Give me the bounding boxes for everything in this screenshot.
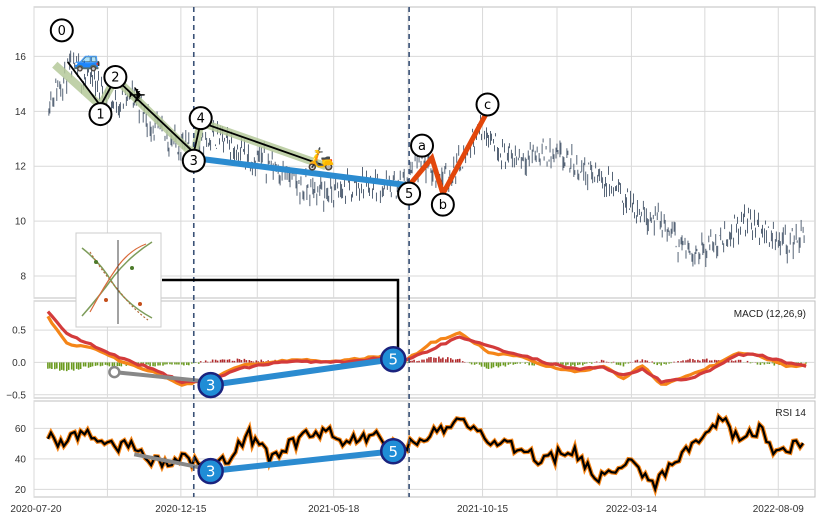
macd-y-tick-label: −0.5 bbox=[6, 390, 26, 401]
wave-pattern-thumbnail bbox=[75, 232, 162, 328]
x-tick-label: 2020-07-20 bbox=[10, 504, 62, 515]
wave-label-circle bbox=[188, 106, 213, 131]
price-y-tick-label: 14 bbox=[15, 107, 27, 118]
rsi-wave-line bbox=[210, 448, 394, 475]
x-tick-label: 2021-05-18 bbox=[308, 504, 360, 515]
wave-label-circle bbox=[88, 102, 113, 127]
sticker-icon: 🚙 bbox=[74, 48, 101, 73]
macd-wave-line bbox=[210, 356, 394, 389]
macd-start-dot bbox=[108, 365, 121, 379]
wave-label-text: 2 bbox=[111, 71, 119, 86]
wave-label-text: b bbox=[439, 198, 447, 213]
wave-label-circle bbox=[430, 192, 455, 217]
indicator-wave-marker-text: 3 bbox=[206, 377, 216, 395]
wave-label-circle bbox=[475, 92, 500, 117]
indicator-wave-marker bbox=[379, 345, 407, 373]
macd-grey-line bbox=[114, 370, 211, 384]
rsi-y-tick-label: 20 bbox=[15, 485, 27, 496]
sticker-icon: ✈ bbox=[128, 84, 146, 109]
impulse-wave-line bbox=[66, 61, 327, 168]
rsi-y-tick-label: 60 bbox=[15, 424, 27, 435]
elliott-wave-lines bbox=[52, 61, 490, 475]
x-tick-label: 2020-12-15 bbox=[155, 504, 207, 515]
price-y-tick-label: 12 bbox=[15, 162, 27, 173]
indicator-wave-marker bbox=[379, 438, 407, 465]
price-y-tick-label: 10 bbox=[15, 217, 27, 228]
price-y-tick-label: 16 bbox=[15, 52, 27, 63]
x-tick-label: 2021-10-15 bbox=[457, 504, 509, 515]
macd-y-tick-label: 0.0 bbox=[12, 358, 26, 369]
wave-label-text: 4 bbox=[197, 112, 205, 127]
price-y-tick-label: 8 bbox=[20, 272, 26, 283]
wave-label-circle bbox=[397, 181, 422, 206]
wave-label-text: 1 bbox=[96, 108, 104, 123]
wave-labels: 0 1 2 3 4 5 a b c bbox=[49, 18, 500, 217]
sticker-icon: 🛵 bbox=[307, 146, 334, 172]
indicator-wave-marker-text: 5 bbox=[388, 443, 398, 461]
grid-lines bbox=[33, 7, 815, 497]
correction-wave-line bbox=[407, 110, 490, 201]
wave-label-circle bbox=[181, 148, 206, 173]
wave-label-text: 3 bbox=[190, 154, 198, 169]
wave-3-5-line bbox=[193, 155, 410, 189]
wave-label-circle bbox=[49, 18, 74, 43]
macd-panel-title: MACD (12,26,9) bbox=[734, 309, 806, 320]
indicator-wave-marker bbox=[197, 457, 224, 485]
x-tick-label: 2022-08-09 bbox=[753, 504, 805, 515]
rsi-panel-title: RSI 14 bbox=[775, 408, 806, 419]
wave-label-text: 5 bbox=[405, 187, 413, 202]
wave-label-text: a bbox=[418, 139, 426, 154]
wave-label-circle bbox=[410, 133, 435, 158]
stickers: 🚙 ✈ 🛵 bbox=[74, 48, 335, 172]
indicator-markers: 3 5 3 5 bbox=[197, 345, 407, 485]
dashed-vertical-lines bbox=[192, 7, 410, 497]
wave-label-circle bbox=[103, 65, 128, 90]
indicator-wave-marker-text: 5 bbox=[388, 351, 398, 369]
macd-y-tick-label: 0.5 bbox=[12, 326, 26, 337]
indicator-wave-marker bbox=[197, 371, 224, 399]
rsi-y-tick-label: 40 bbox=[15, 454, 27, 465]
rsi-grey-line bbox=[133, 452, 212, 472]
indicator-wave-marker-text: 3 bbox=[206, 463, 216, 481]
wave-label-text: 0 bbox=[58, 24, 66, 39]
x-tick-label: 2022-03-14 bbox=[606, 504, 658, 515]
thumbnail-connector-line bbox=[162, 278, 400, 352]
wave-label-text: c bbox=[484, 98, 491, 113]
